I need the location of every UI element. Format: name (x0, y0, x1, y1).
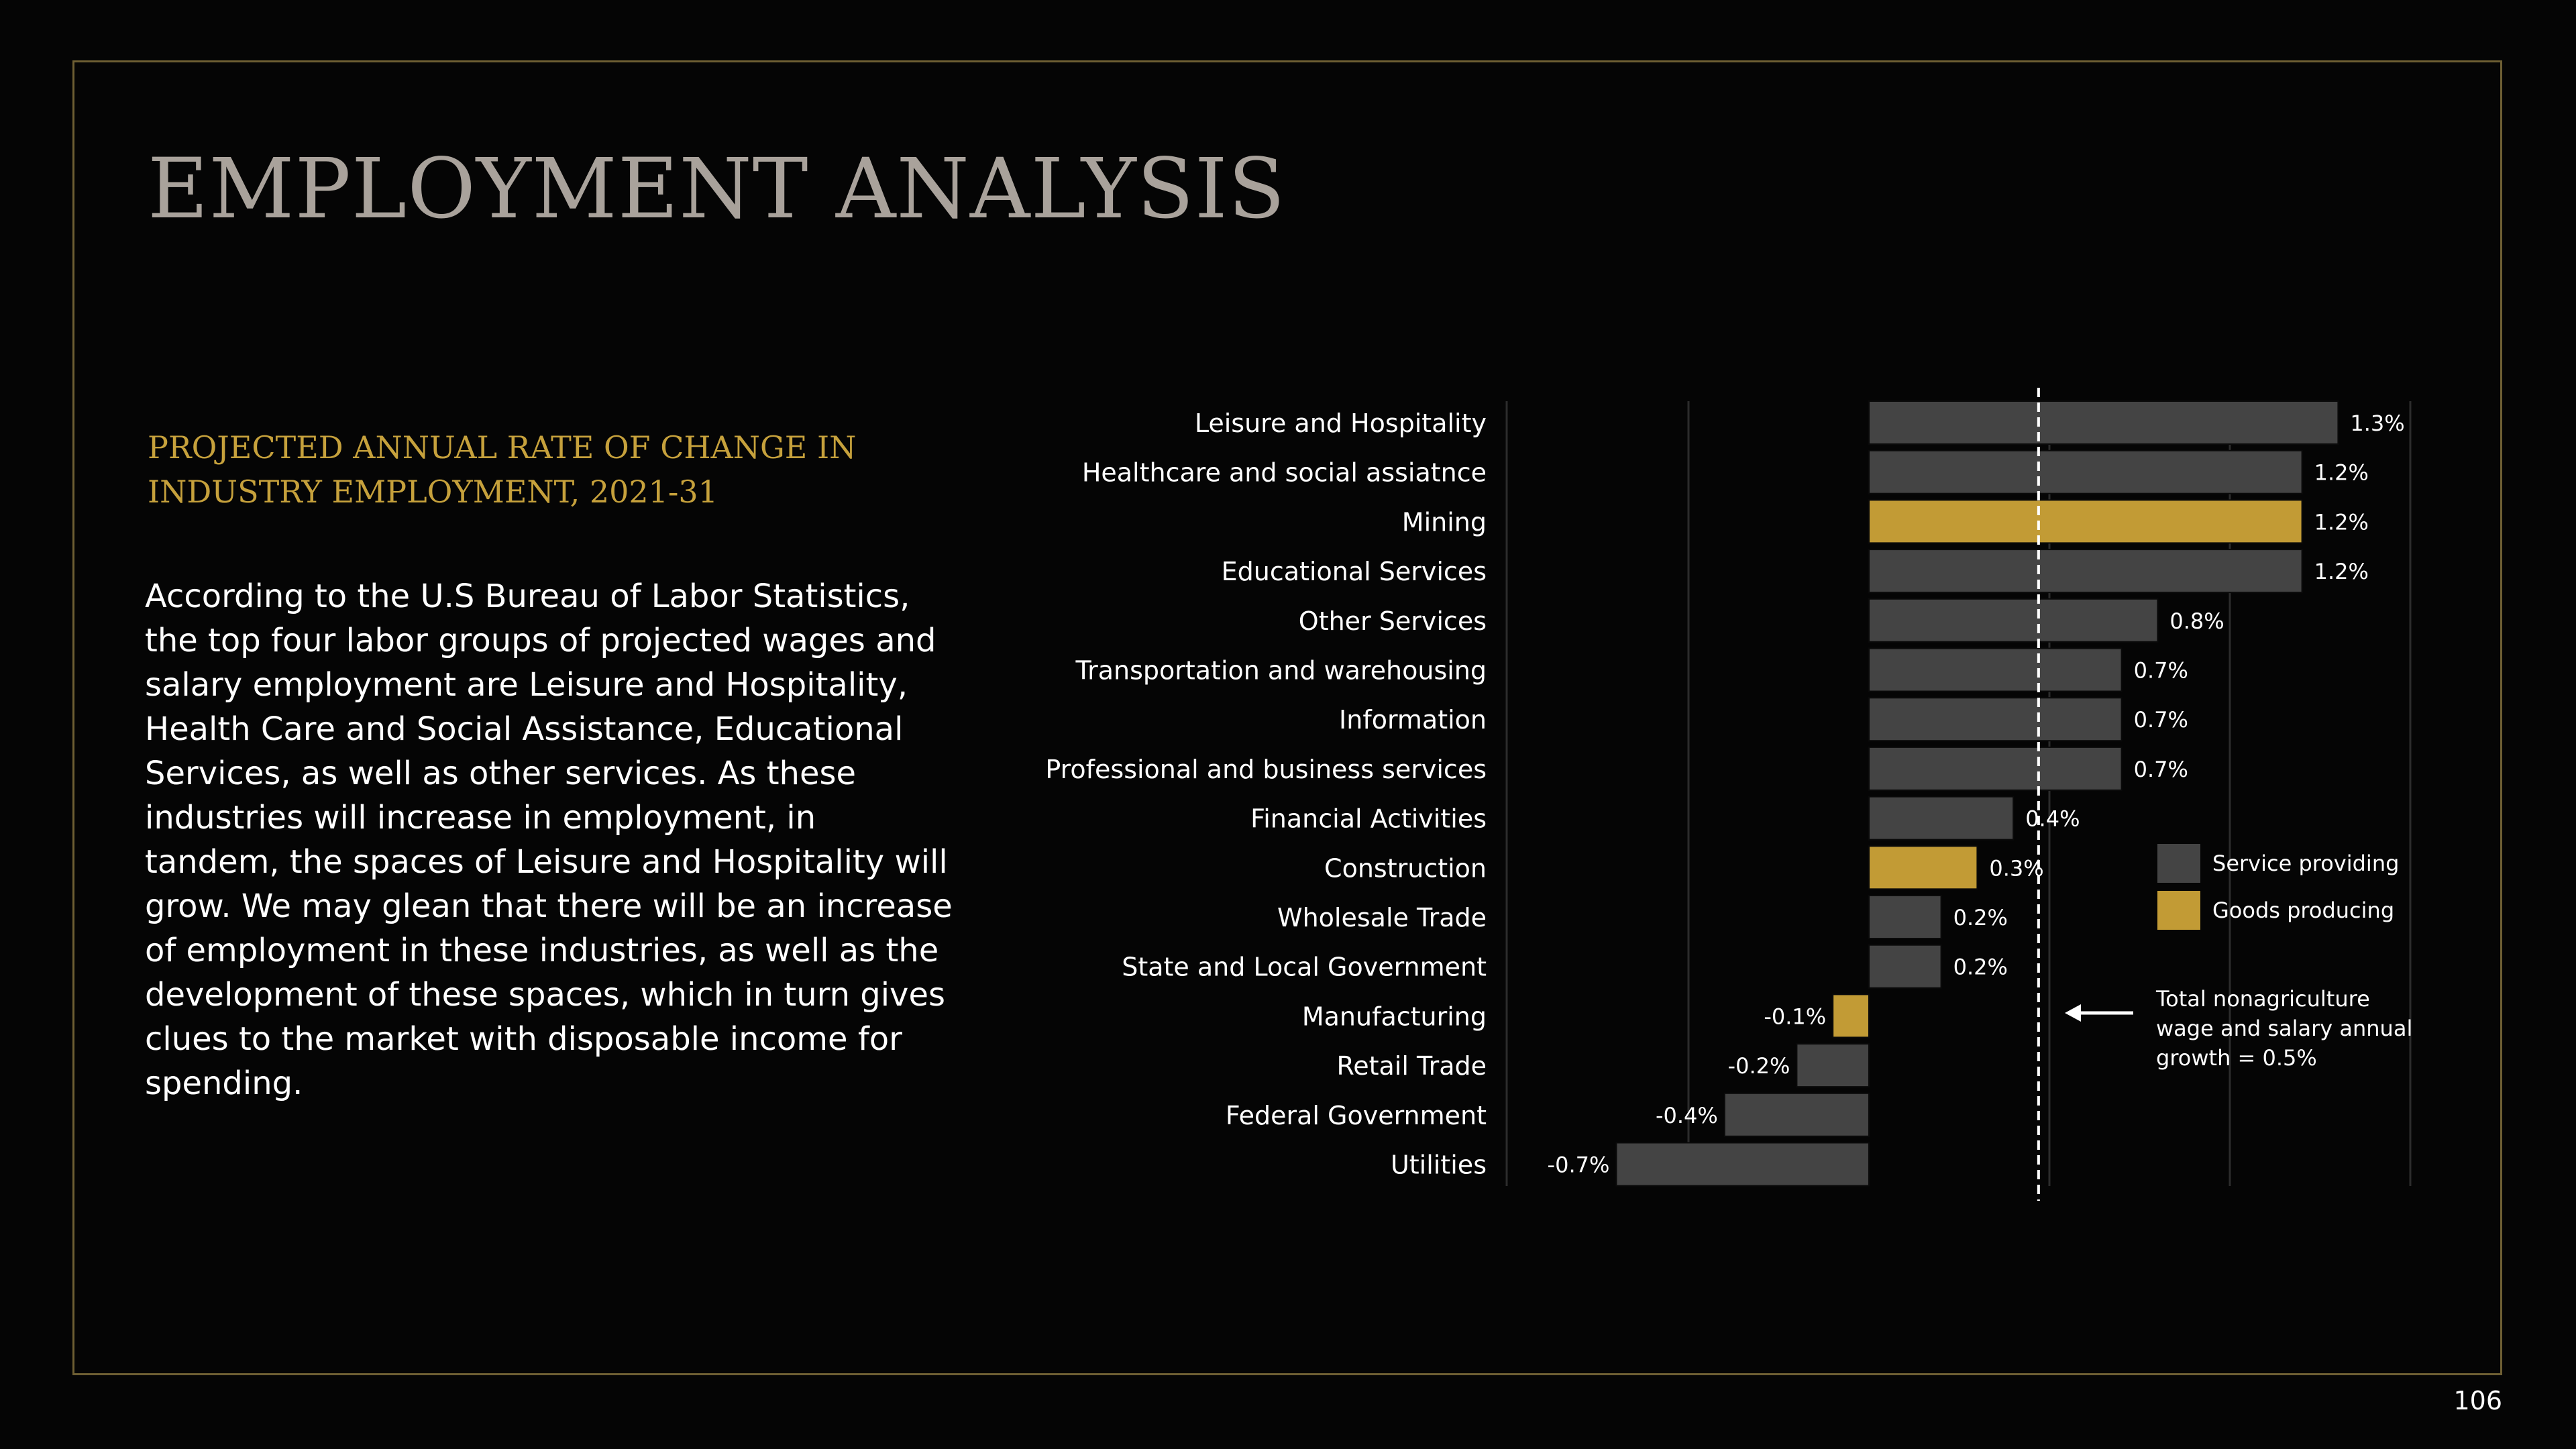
category-label-3: Educational Services (1222, 557, 1487, 586)
value-label-14: -0.4% (1656, 1103, 1718, 1128)
category-label-5: Transportation and warehousing (1075, 656, 1487, 686)
value-label-10: 0.2% (1953, 905, 2008, 930)
value-label-8: 0.4% (2025, 806, 2080, 832)
category-label-11: State and Local Government (1122, 953, 1487, 982)
value-label-11: 0.2% (1953, 955, 2008, 980)
category-label-15: Utilities (1391, 1150, 1487, 1180)
legend-label-goods: Goods producing (2212, 898, 2394, 923)
value-label-5: 0.7% (2134, 658, 2188, 684)
bar-7 (1868, 746, 2123, 791)
annotation-arrow-head (2065, 1004, 2081, 1022)
category-label-8: Financial Activities (1250, 804, 1487, 834)
bar-6 (1868, 697, 2123, 742)
annotation-line-2: growth = 0.5% (2156, 1045, 2317, 1071)
value-label-1: 1.2% (2314, 460, 2369, 486)
value-label-6: 0.7% (2134, 707, 2188, 733)
value-label-4: 0.8% (2169, 608, 2224, 634)
bar-13 (1796, 1043, 1870, 1088)
value-label-9: 0.3% (1989, 855, 2043, 881)
category-label-7: Professional and business services (1045, 755, 1487, 784)
bar-9 (1868, 845, 1978, 890)
category-label-2: Mining (1402, 507, 1487, 537)
category-label-0: Leisure and Hospitality (1195, 409, 1487, 438)
category-label-10: Wholesale Trade (1277, 903, 1487, 932)
category-label-9: Construction (1324, 853, 1487, 883)
bar-4 (1868, 598, 2159, 643)
value-label-3: 1.2% (2314, 559, 2369, 584)
bar-10 (1868, 895, 1942, 939)
legend-swatch-service (2157, 844, 2200, 883)
page-title: EMPLOYMENT ANALYSIS (148, 141, 1286, 237)
bar-11 (1868, 944, 1942, 989)
category-label-4: Other Services (1299, 606, 1487, 636)
legend-swatch-goods (2157, 891, 2200, 930)
category-label-1: Healthcare and social assiatnce (1082, 458, 1487, 488)
bar-2 (1868, 499, 2303, 544)
value-label-15: -0.7% (1548, 1152, 1610, 1178)
legend-label-service: Service providing (2212, 851, 2399, 876)
annotation-line-1: wage and salary annual (2156, 1016, 2412, 1041)
category-label-13: Retail Trade (1337, 1051, 1487, 1081)
category-label-12: Manufacturing (1302, 1002, 1487, 1031)
bar-12 (1832, 994, 1870, 1038)
value-label-7: 0.7% (2134, 757, 2188, 782)
bar-1 (1868, 449, 2303, 494)
body-paragraph: According to the U.S Bureau of Labor Sta… (145, 578, 953, 1102)
bar-15 (1615, 1142, 1870, 1187)
bar-14 (1723, 1092, 1870, 1137)
bar-3 (1868, 549, 2303, 594)
value-label-13: -0.2% (1728, 1053, 1790, 1079)
page-number: 106 (2453, 1386, 2502, 1415)
bar-5 (1868, 647, 2123, 692)
value-label-12: -0.1% (1764, 1004, 1826, 1029)
value-label-2: 1.2% (2314, 509, 2369, 535)
chart-subtitle: PROJECTED ANNUAL RATE OF CHANGE IN INDUS… (148, 429, 857, 510)
slide-frame (72, 60, 2502, 1375)
bar-0 (1868, 400, 2339, 445)
annotation-line-0: Total nonagriculture (2155, 986, 2370, 1012)
bar-8 (1868, 796, 2015, 841)
category-label-6: Information (1339, 705, 1487, 735)
category-label-14: Federal Government (1226, 1101, 1487, 1130)
value-label-0: 1.3% (2350, 411, 2404, 436)
